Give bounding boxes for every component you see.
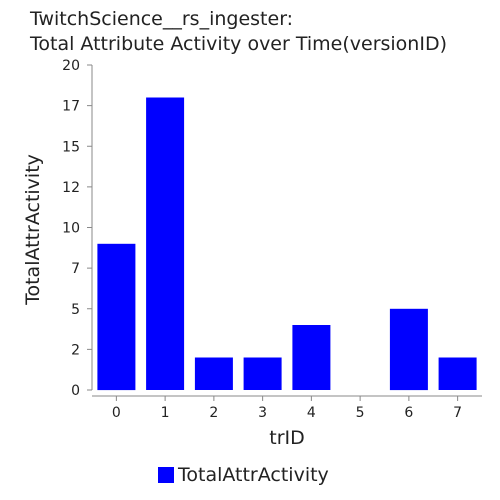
bars-group xyxy=(97,97,477,391)
x-tick-label: 7 xyxy=(453,405,462,421)
y-tick-label: 0 xyxy=(71,383,80,399)
axes-group xyxy=(87,64,482,401)
bar-1 xyxy=(146,97,185,390)
chart-title-line-1: TwitchScience__rs_ingester: xyxy=(30,8,294,30)
y-axis-label: TotalAttrActivity xyxy=(22,154,44,306)
chart-title-line-2: Total Attribute Activity over Time(versi… xyxy=(30,33,447,55)
legend-label: TotalAttrActivity xyxy=(178,464,329,486)
y-tick-label: 20 xyxy=(62,58,80,74)
bar-7 xyxy=(438,357,477,390)
x-tick-label: 4 xyxy=(307,405,316,421)
x-tick-label: 2 xyxy=(209,405,218,421)
x-tick-label: 0 xyxy=(112,405,121,421)
bar-6 xyxy=(389,308,428,391)
x-tick-label: 6 xyxy=(404,405,413,421)
y-tick-label: 10 xyxy=(62,221,80,237)
x-tick-label: 5 xyxy=(356,405,365,421)
y-tick-label: 17 xyxy=(62,99,80,115)
bar-4 xyxy=(292,325,331,390)
y-tick-label: 15 xyxy=(62,139,80,155)
x-tick-label: 3 xyxy=(258,405,267,421)
y-tick-label: 5 xyxy=(71,302,80,318)
bar-2 xyxy=(194,357,233,390)
bar-3 xyxy=(243,357,282,390)
x-tick-label: 1 xyxy=(161,405,170,421)
y-tick-label: 2 xyxy=(71,342,80,358)
y-tick-label: 12 xyxy=(62,180,80,196)
y-tick-label: 7 xyxy=(71,261,80,277)
x-axis-label: trID xyxy=(269,427,305,449)
legend: TotalAttrActivity xyxy=(158,464,329,486)
bar-0 xyxy=(97,243,136,391)
legend-swatch xyxy=(158,467,174,483)
